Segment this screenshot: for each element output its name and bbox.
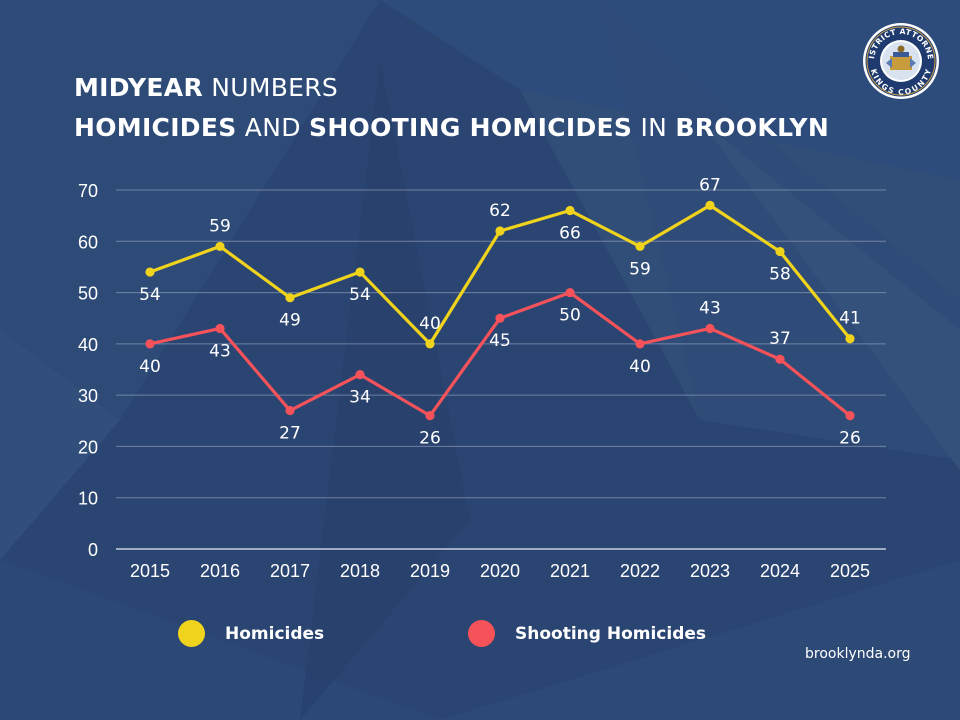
x-tick-label: 2025 <box>830 561 870 581</box>
website-url: brooklynda.org <box>805 646 911 662</box>
x-tick-label: 2015 <box>130 561 170 581</box>
data-point-shooting-homicides <box>355 370 365 380</box>
data-label-shooting-homicides: 40 <box>139 357 161 377</box>
title-line-1-rest: NUMBERS <box>211 73 339 102</box>
chart-data-labels: 54 59 49 54 40 62 66 59 67 58 41 40 43 27 34 26 45 50 40 43… <box>139 175 861 448</box>
data-label-shooting-homicides: 34 <box>349 388 371 408</box>
data-label-homicides: 54 <box>349 285 371 305</box>
x-axis: 2015 2016 2017 2018 2019 2020 2021 2022 2023 2024… <box>130 561 870 581</box>
data-label-shooting-homicides: 26 <box>419 429 441 449</box>
x-tick-label: 2020 <box>480 561 520 581</box>
data-label-shooting-homicides: 26 <box>839 429 861 449</box>
data-point-shooting-homicides <box>495 313 505 323</box>
y-tick-label: 60 <box>78 232 98 252</box>
y-axis: 0 10 20 30 40 50 60 70 <box>78 181 98 560</box>
chart-series <box>145 200 855 421</box>
y-tick-label: 40 <box>78 335 98 355</box>
data-point-shooting-homicides <box>775 354 785 364</box>
data-label-homicides: 40 <box>419 314 441 334</box>
x-tick-label: 2023 <box>690 561 730 581</box>
data-point-shooting-homicides <box>425 411 435 421</box>
data-label-homicides: 49 <box>279 311 301 331</box>
data-point-homicides <box>565 205 575 216</box>
x-tick-label: 2017 <box>270 561 310 581</box>
x-tick-label: 2024 <box>760 561 800 581</box>
data-point-shooting-homicides <box>845 411 855 421</box>
y-tick-label: 30 <box>78 386 98 406</box>
data-point-shooting-homicides <box>285 405 295 416</box>
data-label-homicides: 59 <box>209 216 231 236</box>
title-line-2: HOMICIDES AND SHOOTING HOMICIDES IN BROO… <box>74 113 829 142</box>
title-line-2-part: BROOKLYN <box>675 113 830 142</box>
data-point-shooting-homicides <box>565 287 575 298</box>
data-point-homicides <box>285 293 295 303</box>
legend-item-shooting-homicides: Shooting Homicides <box>468 620 706 647</box>
data-point-shooting-homicides <box>145 339 155 349</box>
x-tick-label: 2016 <box>200 561 240 581</box>
title-line-1-bold: MIDYEAR <box>74 73 203 102</box>
data-point-homicides <box>215 241 225 252</box>
data-point-homicides <box>355 267 365 277</box>
chart-grid <box>116 189 886 550</box>
legend-swatch-homicides <box>178 620 205 647</box>
data-point-homicides <box>495 226 505 236</box>
data-label-homicides: 54 <box>139 285 161 305</box>
series-line-shooting-homicides <box>148 290 852 418</box>
x-tick-label: 2022 <box>620 561 660 581</box>
title-line-2-part: IN <box>640 113 668 142</box>
title-line-2-part: HOMICIDES <box>74 113 237 142</box>
y-tick-label: 50 <box>78 284 98 304</box>
data-point-shooting-homicides <box>635 339 645 349</box>
data-label-shooting-homicides: 27 <box>279 424 301 444</box>
x-tick-label: 2019 <box>410 561 450 581</box>
data-label-homicides: 66 <box>559 224 581 244</box>
data-label-homicides: 67 <box>699 175 721 195</box>
data-point-homicides <box>425 339 435 349</box>
legend-swatch-shooting-homicides <box>468 620 495 647</box>
legend-item-homicides: Homicides <box>178 620 324 647</box>
data-point-homicides <box>845 334 855 344</box>
y-tick-label: 10 <box>78 489 98 509</box>
data-label-homicides: 41 <box>839 309 861 329</box>
legend-label-shooting-homicides: Shooting Homicides <box>515 623 707 644</box>
data-label-shooting-homicides: 43 <box>699 298 721 318</box>
data-point-homicides <box>635 241 645 252</box>
y-tick-label: 0 <box>88 540 98 560</box>
data-point-shooting-homicides <box>215 323 225 334</box>
series-line-homicides <box>148 203 852 346</box>
data-label-shooting-homicides: 37 <box>769 329 791 349</box>
data-label-shooting-homicides: 43 <box>209 341 231 361</box>
district-attorney-seal-icon: DISTRICT ATTORNEY KINGS COUNTY <box>862 22 939 99</box>
data-point-homicides <box>705 200 715 210</box>
title-line-2-part: SHOOTING HOMICIDES <box>309 113 633 142</box>
data-label-homicides: 58 <box>769 265 791 285</box>
data-label-homicides: 62 <box>489 201 511 221</box>
title-line-1: MIDYEAR NUMBERS <box>74 73 338 102</box>
data-point-shooting-homicides <box>705 323 715 334</box>
title-line-2-part: AND <box>244 113 301 142</box>
data-label-shooting-homicides: 50 <box>559 306 581 326</box>
y-tick-label: 70 <box>78 181 98 201</box>
legend-label-homicides: Homicides <box>225 623 325 644</box>
data-label-homicides: 59 <box>629 259 651 279</box>
x-tick-label: 2018 <box>340 561 380 581</box>
data-label-shooting-homicides: 40 <box>629 357 651 377</box>
data-point-homicides <box>145 267 155 277</box>
data-label-shooting-homicides: 45 <box>489 331 511 351</box>
data-point-homicides <box>775 246 785 257</box>
x-tick-label: 2021 <box>550 561 590 581</box>
y-tick-label: 20 <box>78 437 98 457</box>
